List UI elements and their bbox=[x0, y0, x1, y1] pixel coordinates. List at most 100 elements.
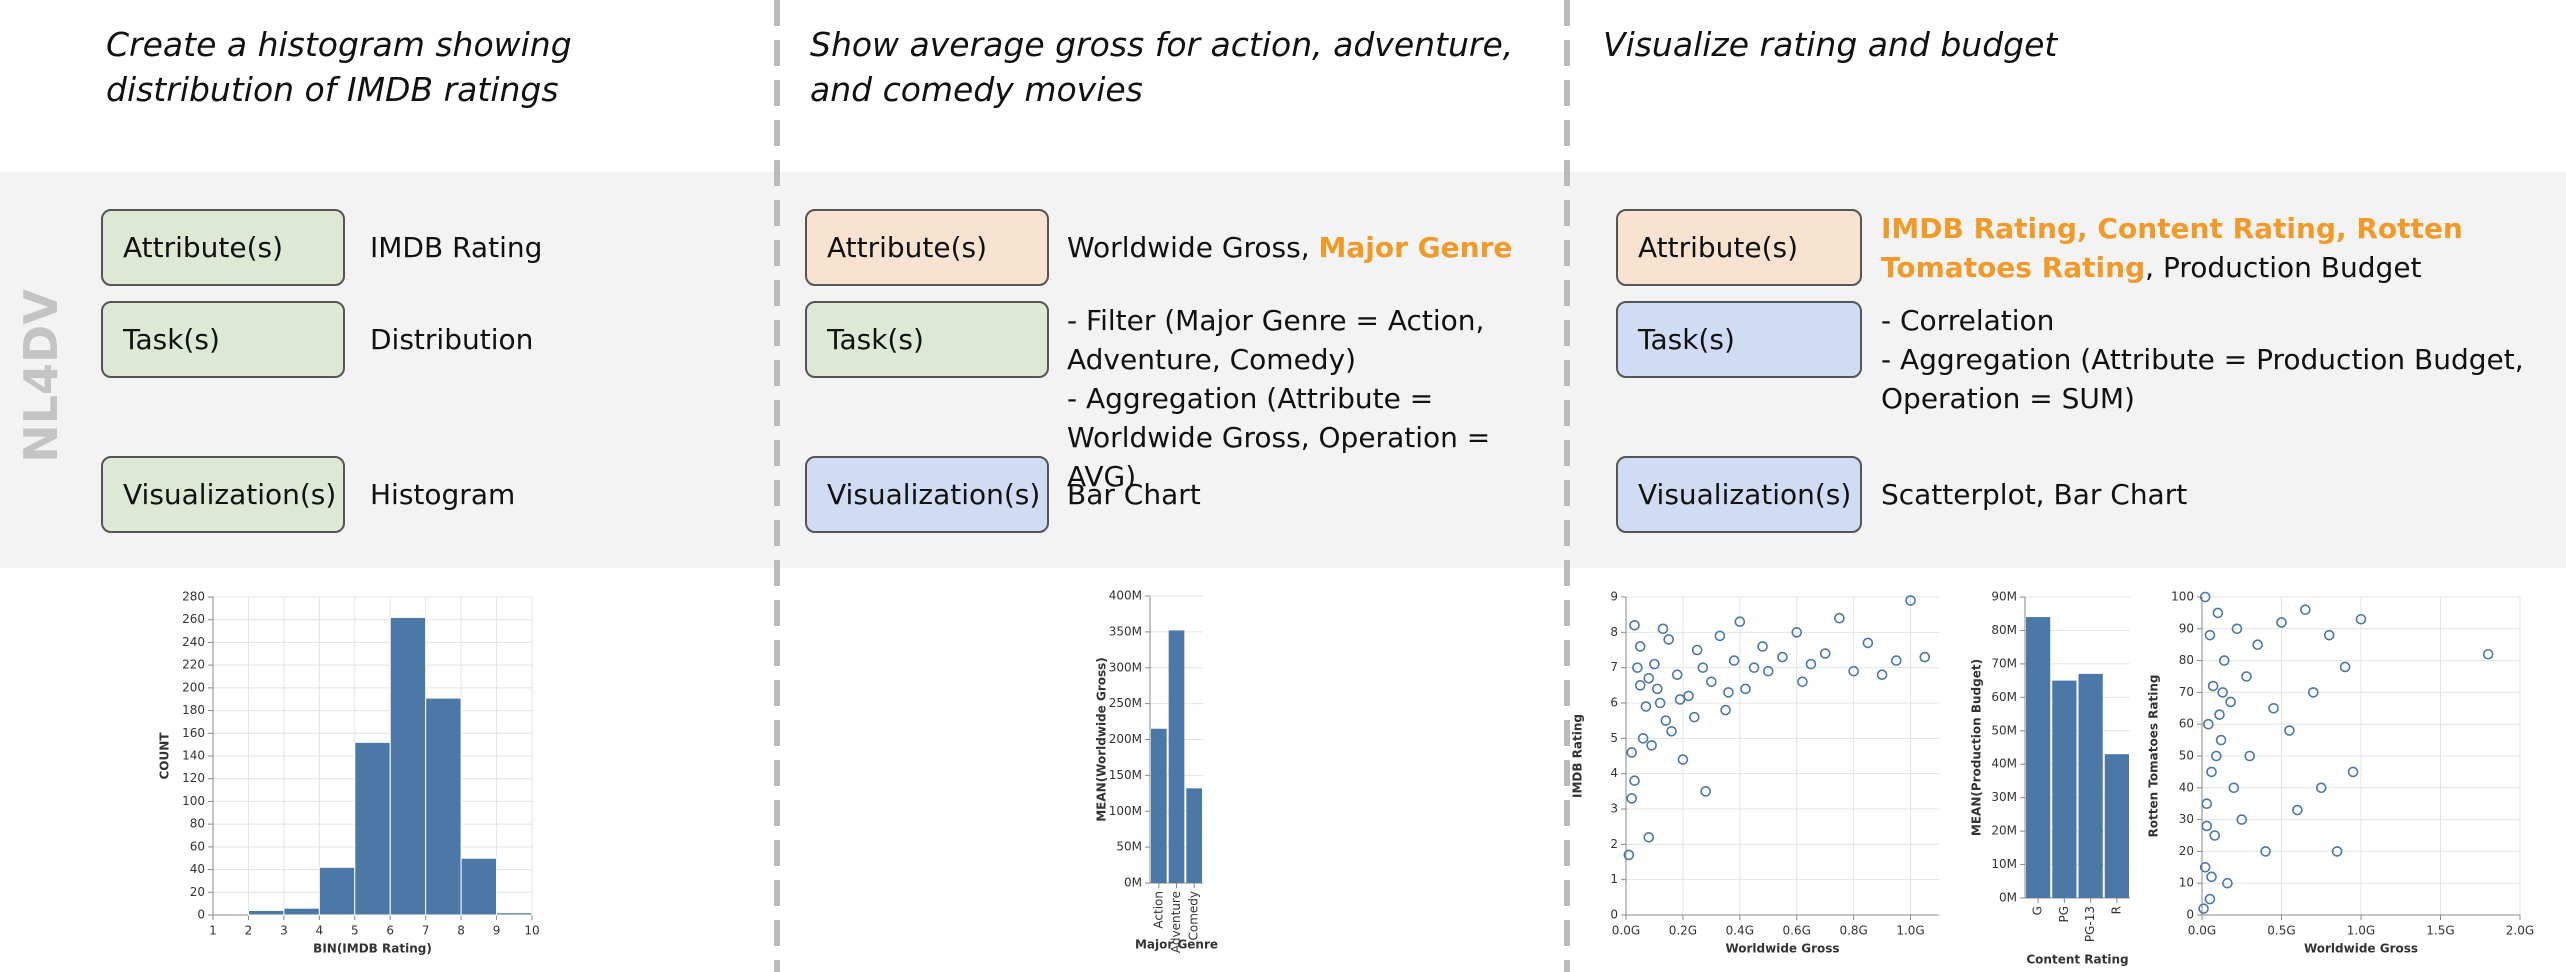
y-tick-label: 70M bbox=[1991, 656, 2017, 670]
point bbox=[2236, 814, 2248, 825]
value-text: - Aggregation (Attribute = Worldwide Gro… bbox=[1067, 382, 1491, 493]
y-tick-label: 400M bbox=[1109, 589, 1142, 603]
x-tick-label: 8 bbox=[457, 924, 465, 938]
point bbox=[2315, 782, 2327, 794]
point bbox=[2292, 804, 2303, 816]
y-tick-label: 120 bbox=[182, 771, 205, 785]
row-value: Distribution bbox=[370, 320, 750, 359]
x-tick-label: 0.0G bbox=[2188, 924, 2216, 938]
y-tick-label: 60 bbox=[2179, 717, 2194, 731]
y-tick-label: 280 bbox=[182, 590, 205, 604]
y-tick-label: 80 bbox=[2179, 653, 2194, 667]
point bbox=[1891, 655, 1902, 666]
x-tick-label: Comedy bbox=[1187, 891, 1201, 941]
point bbox=[2199, 861, 2211, 873]
query: Create a histogram showing distribution … bbox=[106, 25, 572, 109]
point bbox=[2206, 871, 2217, 883]
x-tick-label: PG-13 bbox=[2083, 906, 2097, 942]
x-axis-title: Major Genre bbox=[1135, 938, 1218, 952]
row-label: Task(s) bbox=[1616, 301, 1862, 378]
value-text: Distribution bbox=[370, 323, 534, 356]
y-tick-label: 2 bbox=[1610, 837, 1618, 851]
y-tick-label: 300M bbox=[1109, 660, 1142, 674]
value-line: - Aggregation (Attribute = Worldwide Gro… bbox=[1067, 379, 1557, 496]
point bbox=[1643, 831, 1655, 843]
x-tick-label: 6 bbox=[386, 924, 394, 938]
x-axis-title: BIN(IMDB Rating) bbox=[313, 942, 432, 956]
point bbox=[1791, 627, 1803, 638]
x-tick-label: 0.4G bbox=[1726, 924, 1754, 938]
x-tick-label: G bbox=[2031, 906, 2045, 915]
point bbox=[1834, 612, 1845, 624]
bar bbox=[2026, 617, 2051, 898]
point bbox=[1632, 662, 1643, 673]
x-tick-label: 1 bbox=[209, 924, 217, 938]
value-text: Scatterplot, Bar Chart bbox=[1881, 478, 2188, 511]
y-tick-label: 40 bbox=[190, 862, 205, 876]
point bbox=[2215, 734, 2227, 746]
point bbox=[1640, 701, 1652, 712]
result-band bbox=[0, 172, 2566, 568]
point bbox=[1646, 740, 1657, 751]
x-tick-label: 2 bbox=[245, 924, 253, 938]
value-text: Worldwide Gross, bbox=[1067, 231, 1319, 264]
y-tick-label: 50M bbox=[1116, 840, 1142, 854]
y-tick-label: 20 bbox=[2179, 844, 2194, 858]
row-label: Visualization(s) bbox=[101, 456, 345, 533]
x-tick-label: 0.0G bbox=[1612, 924, 1640, 938]
point bbox=[1657, 623, 1669, 635]
point bbox=[1634, 641, 1646, 652]
y-tick-label: 350M bbox=[1109, 624, 1142, 638]
y-tick-label: 90 bbox=[2179, 621, 2194, 635]
x-axis-title: Worldwide Gross bbox=[1725, 942, 1839, 956]
y-tick-label: 0 bbox=[197, 908, 205, 922]
bar bbox=[283, 907, 320, 916]
bar bbox=[496, 912, 533, 916]
value-text: Histogram bbox=[370, 478, 516, 511]
point bbox=[2214, 709, 2225, 720]
y-axis-title: MEAN(Worldwide Gross) bbox=[1095, 657, 1109, 822]
point bbox=[1626, 793, 1637, 804]
row-label: Task(s) bbox=[805, 301, 1049, 378]
row-value: Bar Chart bbox=[1067, 475, 1557, 514]
point bbox=[2198, 903, 2209, 914]
point bbox=[1666, 725, 1677, 737]
point bbox=[2222, 877, 2233, 889]
point bbox=[2199, 591, 2211, 603]
point bbox=[1714, 630, 1726, 642]
value-line: Histogram bbox=[370, 475, 750, 514]
query: Visualize rating and budget bbox=[1603, 25, 2058, 64]
bar bbox=[318, 866, 356, 916]
y-tick-label: 0 bbox=[2186, 908, 2194, 922]
y-tick-label: 220 bbox=[182, 658, 205, 672]
point bbox=[1683, 690, 1694, 702]
point bbox=[1660, 715, 1672, 726]
value-line: - Correlation bbox=[1881, 301, 2541, 340]
row-label: Attribute(s) bbox=[805, 209, 1049, 286]
point bbox=[2225, 696, 2236, 708]
point bbox=[1634, 680, 1646, 691]
point bbox=[1688, 711, 1700, 723]
row-value: - Correlation - Aggregation (Attribute = … bbox=[1881, 301, 2541, 418]
value-line: - Filter (Major Genre = Action, Adventur… bbox=[1067, 301, 1557, 379]
point bbox=[1723, 687, 1734, 698]
point bbox=[1671, 669, 1683, 681]
y-tick-label: 40 bbox=[2179, 780, 2194, 794]
y-tick-label: 140 bbox=[182, 749, 205, 763]
point bbox=[2268, 702, 2279, 714]
x-tick-label: 1.0G bbox=[1896, 924, 1924, 938]
row-value: Histogram bbox=[370, 475, 750, 514]
point bbox=[2212, 607, 2224, 619]
bar bbox=[1186, 788, 1202, 883]
point bbox=[2201, 798, 2213, 810]
point bbox=[2241, 671, 2252, 682]
y-tick-label: 100M bbox=[1109, 804, 1142, 818]
point bbox=[1805, 658, 1817, 670]
point bbox=[1762, 665, 1774, 677]
point bbox=[1876, 669, 1888, 681]
y-tick-label: 60M bbox=[1991, 690, 2017, 704]
x-tick-label: PG bbox=[2057, 906, 2071, 923]
value-text: , Production Budget bbox=[2145, 250, 2422, 284]
x-axis-title: Content Rating bbox=[2026, 953, 2128, 967]
